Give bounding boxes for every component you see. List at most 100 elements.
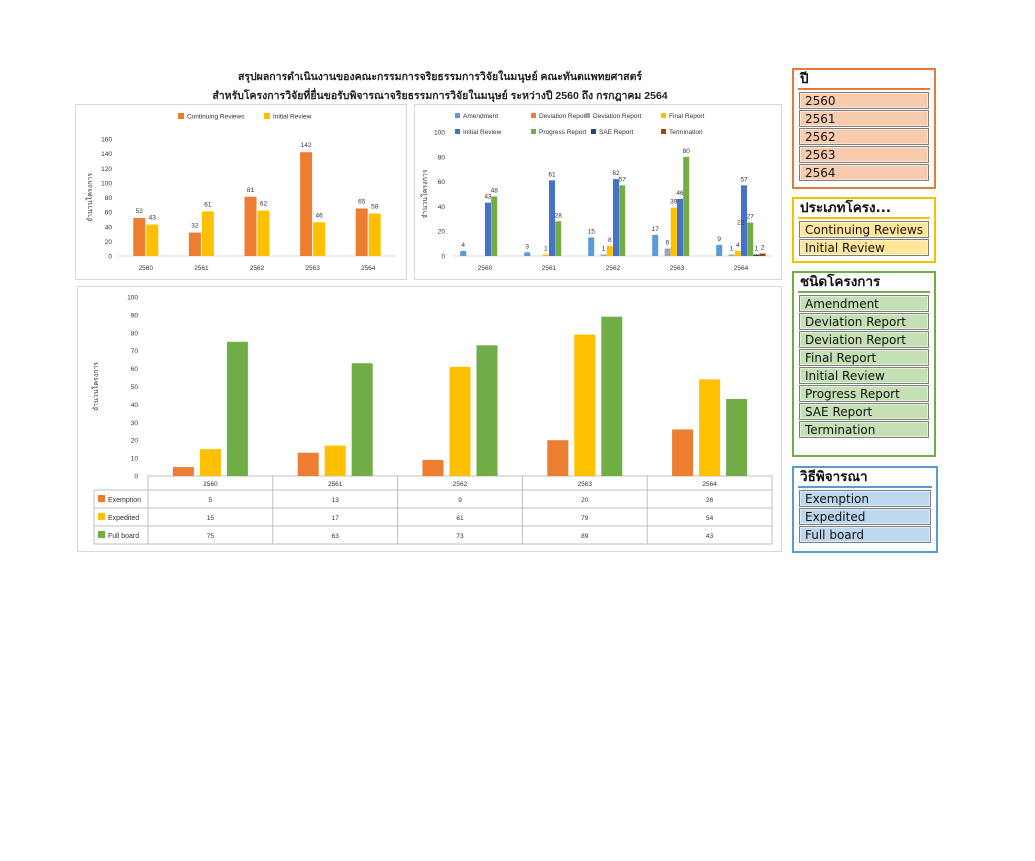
legend-label: Full board bbox=[108, 533, 139, 540]
y-tick-label: 100 bbox=[127, 295, 138, 302]
bar-expedited bbox=[574, 334, 596, 476]
slicer-project-type-item-4[interactable]: Initial Review bbox=[799, 367, 929, 384]
bar-initial-review bbox=[201, 211, 214, 256]
x-tick-label: 2563 bbox=[670, 265, 685, 272]
slicer-review-method[interactable]: วิธีพิจารณา Exemption Expedited Full board bbox=[792, 466, 938, 553]
legend-swatch bbox=[98, 513, 105, 520]
table-cell: 73 bbox=[456, 533, 464, 540]
bar-exemption bbox=[547, 440, 569, 476]
y-tick-label: 140 bbox=[101, 151, 112, 158]
x-tick-label: 2560 bbox=[203, 481, 218, 488]
bar-continuing-reviews bbox=[355, 208, 368, 256]
slicer-year-item-4[interactable]: 2564 bbox=[799, 164, 929, 181]
legend-swatch bbox=[531, 113, 536, 118]
slicer-project-category[interactable]: ประเภทโครง... Continuing Reviews Initial … bbox=[792, 197, 936, 263]
y-tick-label: 60 bbox=[105, 210, 113, 217]
bar-initial-review bbox=[313, 222, 326, 256]
y-tick-label: 10 bbox=[131, 456, 139, 463]
chart-review-category: 0 20 40 60 80 100 120 140 160 จำนวนโครงการ 2560 52 4… bbox=[75, 104, 407, 280]
slicer-review-method-item-1[interactable]: Expedited bbox=[799, 508, 931, 525]
bar-deviation-report bbox=[728, 254, 735, 256]
x-tick-label: 2562 bbox=[606, 265, 621, 272]
slicer-year-item-0[interactable]: 2560 bbox=[799, 92, 929, 109]
y-tick-label: 20 bbox=[105, 239, 113, 246]
data-label: 57 bbox=[619, 176, 627, 183]
bar-full-board bbox=[476, 345, 498, 476]
slicer-project-type-item-0[interactable]: Amendment bbox=[799, 295, 929, 312]
slicer-project-type-item-2[interactable]: Deviation Report bbox=[799, 331, 929, 348]
data-label: 43 bbox=[484, 194, 492, 201]
slicer-review-method-item-2[interactable]: Full board bbox=[799, 526, 931, 543]
slicer-project-type-title: ชนิดโครงการ bbox=[800, 274, 881, 290]
data-label: 80 bbox=[683, 148, 691, 155]
table-cell: 54 bbox=[706, 515, 714, 522]
legend-label: Amendment bbox=[463, 113, 498, 120]
x-tick-label: 2564 bbox=[361, 265, 376, 272]
data-label: 46 bbox=[315, 212, 323, 219]
bar-sae-report bbox=[753, 254, 760, 256]
bar-expedited bbox=[324, 445, 346, 476]
x-tick-label: 2562 bbox=[250, 265, 265, 272]
table-cell: 75 bbox=[207, 533, 215, 540]
data-label: 27 bbox=[747, 214, 755, 221]
data-label: 61 bbox=[204, 201, 212, 208]
data-label: 4 bbox=[736, 242, 740, 249]
y-tick-label: 60 bbox=[438, 179, 446, 186]
table-cell: 61 bbox=[456, 515, 464, 522]
bar-initial-review bbox=[368, 213, 381, 256]
bar-initial-review bbox=[677, 198, 683, 256]
y-tick-label: 60 bbox=[131, 366, 139, 373]
y-tick-label: 100 bbox=[434, 130, 445, 137]
bar-termination bbox=[759, 253, 766, 256]
bar-expedited bbox=[699, 379, 721, 476]
slicer-year-item-2[interactable]: 2562 bbox=[799, 128, 929, 145]
slicer-project-type[interactable]: ชนิดโครงการ Amendment Deviation Report Dev… bbox=[792, 271, 936, 457]
data-label: 1 bbox=[730, 246, 734, 253]
table-cell: 17 bbox=[332, 515, 340, 522]
slicer-project-type-item-3[interactable]: Final Report bbox=[799, 349, 929, 366]
data-label: 46 bbox=[676, 190, 684, 197]
legend-label: Initial Review bbox=[273, 114, 312, 121]
data-label: 1 bbox=[602, 246, 606, 253]
slicer-year-title: ปี bbox=[800, 71, 809, 87]
legend-swatch bbox=[591, 129, 596, 134]
slicer-year-item-1[interactable]: 2561 bbox=[799, 110, 929, 127]
data-label: 28 bbox=[555, 212, 563, 219]
slicer-project-type-item-5[interactable]: Progress Report bbox=[799, 385, 929, 402]
legend-swatch bbox=[98, 531, 105, 538]
legend-label: SAE Report bbox=[599, 129, 634, 136]
data-label: 4 bbox=[461, 242, 465, 249]
bar-full-board bbox=[226, 341, 248, 476]
slicer-year-item-3[interactable]: 2563 bbox=[799, 146, 929, 163]
bar-initial-review bbox=[257, 210, 270, 256]
legend-label: Deviation Report bbox=[593, 113, 642, 120]
legend-label: Deviation Report bbox=[539, 113, 588, 120]
bar-amendment bbox=[460, 251, 467, 256]
x-tick-label: 2564 bbox=[734, 265, 749, 272]
x-tick-label: 2561 bbox=[542, 265, 557, 272]
legend-swatch bbox=[455, 129, 460, 134]
bar-progress-report bbox=[747, 222, 754, 256]
y-axis-label: จำนวนโครงการ bbox=[85, 173, 94, 222]
bar-amendment bbox=[716, 244, 723, 256]
data-label: 62 bbox=[260, 201, 268, 208]
bar-initial-review bbox=[485, 202, 491, 256]
legend-label: Progress Report bbox=[539, 129, 587, 136]
slicer-project-type-item-1[interactable]: Deviation Report bbox=[799, 313, 929, 330]
y-axis-label: จำนวนโครงการ bbox=[91, 362, 100, 411]
slicer-project-type-item-6[interactable]: SAE Report bbox=[799, 403, 929, 420]
bar-continuing-reviews bbox=[244, 196, 257, 256]
slicer-project-type-item-7[interactable]: Termination bbox=[799, 421, 929, 438]
slicer-project-category-item-1[interactable]: Initial Review bbox=[799, 239, 929, 256]
slicer-year[interactable]: ปี 2560 2561 2562 2563 2564 bbox=[792, 68, 936, 189]
data-label: 6 bbox=[666, 240, 670, 247]
data-label: 65 bbox=[358, 198, 366, 205]
y-tick-label: 90 bbox=[131, 312, 139, 319]
y-tick-label: 40 bbox=[438, 204, 446, 211]
slicer-review-method-item-0[interactable]: Exemption bbox=[799, 490, 931, 507]
slicer-review-method-title: วิธีพิจารณา bbox=[800, 469, 868, 485]
bar-exemption bbox=[172, 467, 194, 476]
slicer-project-category-item-0[interactable]: Continuing Reviews bbox=[799, 221, 929, 238]
bar-continuing-reviews bbox=[188, 232, 201, 256]
